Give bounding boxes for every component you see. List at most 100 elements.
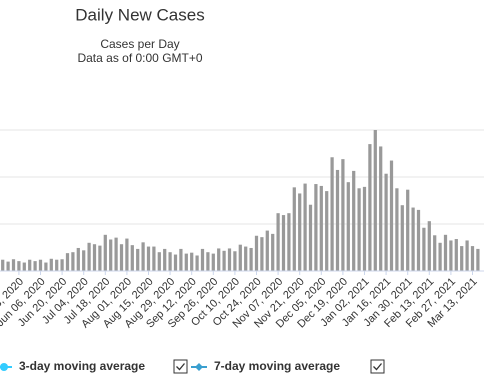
bar	[65, 253, 70, 271]
bar	[33, 261, 37, 271]
bar	[173, 254, 178, 271]
bar	[76, 247, 80, 271]
bar	[114, 237, 118, 271]
bar	[136, 248, 140, 271]
bar	[438, 242, 442, 271]
bar	[71, 252, 75, 271]
bar	[362, 186, 367, 271]
bar	[163, 248, 167, 271]
bar	[330, 157, 334, 271]
legend-checkbox[interactable]	[173, 359, 188, 374]
bar	[352, 170, 356, 271]
bar	[103, 234, 107, 271]
bar	[357, 188, 361, 271]
bar	[281, 215, 286, 271]
bar	[325, 191, 329, 271]
bar	[49, 258, 53, 271]
bar	[217, 248, 221, 271]
bar	[379, 146, 383, 271]
legend-marker	[0, 363, 8, 371]
bar	[303, 183, 307, 271]
bar	[179, 248, 183, 271]
bar	[346, 182, 350, 271]
legend-marker	[195, 363, 203, 371]
bar	[314, 184, 318, 271]
bar	[22, 262, 26, 271]
bar	[276, 213, 280, 271]
bar	[433, 235, 437, 271]
bar	[400, 205, 404, 271]
checkmark	[176, 363, 185, 371]
bar	[271, 233, 275, 271]
bar	[292, 187, 296, 271]
bar	[98, 245, 102, 271]
bar	[233, 251, 237, 271]
legend-checkbox[interactable]	[370, 359, 385, 374]
bar	[6, 261, 10, 271]
bar	[449, 240, 453, 271]
bar	[373, 130, 377, 271]
bar	[195, 255, 199, 271]
bar	[287, 213, 291, 271]
bar	[460, 246, 464, 271]
bar	[1, 259, 5, 271]
bar	[82, 250, 86, 271]
bar	[389, 160, 394, 271]
chart-title: Daily New Cases	[75, 5, 204, 24]
bar	[184, 253, 188, 271]
bar	[119, 244, 124, 271]
bar	[109, 239, 113, 271]
legend-label: 3-day moving average	[19, 359, 145, 373]
bar	[130, 245, 134, 271]
bar	[368, 144, 372, 271]
legend-label: 7-day moving average	[214, 359, 340, 373]
bar	[87, 242, 91, 271]
bar	[222, 250, 226, 271]
bar	[249, 247, 253, 271]
bar	[211, 253, 215, 271]
bar	[60, 259, 64, 271]
bar	[125, 238, 129, 271]
legend: 3-day moving average 7-day moving average	[0, 359, 385, 374]
bar	[11, 259, 16, 271]
bar	[28, 259, 32, 271]
bar	[265, 230, 269, 271]
bar	[157, 252, 161, 271]
bar	[411, 207, 415, 271]
bar	[406, 189, 410, 271]
bar	[427, 221, 431, 271]
bar	[422, 227, 426, 271]
bar	[238, 244, 242, 271]
chart-note: Data as of 0:00 GMT+0	[77, 51, 202, 65]
bar	[92, 244, 97, 271]
bar	[244, 246, 248, 271]
bar	[141, 242, 145, 271]
bar	[341, 159, 345, 271]
checkmark	[373, 363, 382, 371]
bar	[395, 188, 399, 271]
bar	[416, 209, 421, 271]
bar	[38, 259, 43, 271]
bar	[470, 246, 475, 271]
bar	[319, 185, 323, 271]
chart-subtitle: Cases per Day	[100, 37, 179, 51]
bar	[55, 259, 59, 271]
bar	[454, 239, 458, 271]
bar	[384, 173, 388, 271]
bar	[260, 237, 264, 271]
bar	[200, 248, 205, 271]
bar	[146, 246, 151, 271]
bar	[308, 204, 313, 271]
bar	[476, 248, 480, 271]
bar	[254, 235, 259, 271]
bar	[335, 169, 340, 271]
bar	[152, 246, 156, 271]
bar	[17, 261, 21, 271]
bar	[44, 262, 48, 271]
bar	[298, 193, 302, 271]
bar	[227, 248, 232, 271]
bar	[168, 252, 172, 271]
bar	[206, 252, 210, 271]
